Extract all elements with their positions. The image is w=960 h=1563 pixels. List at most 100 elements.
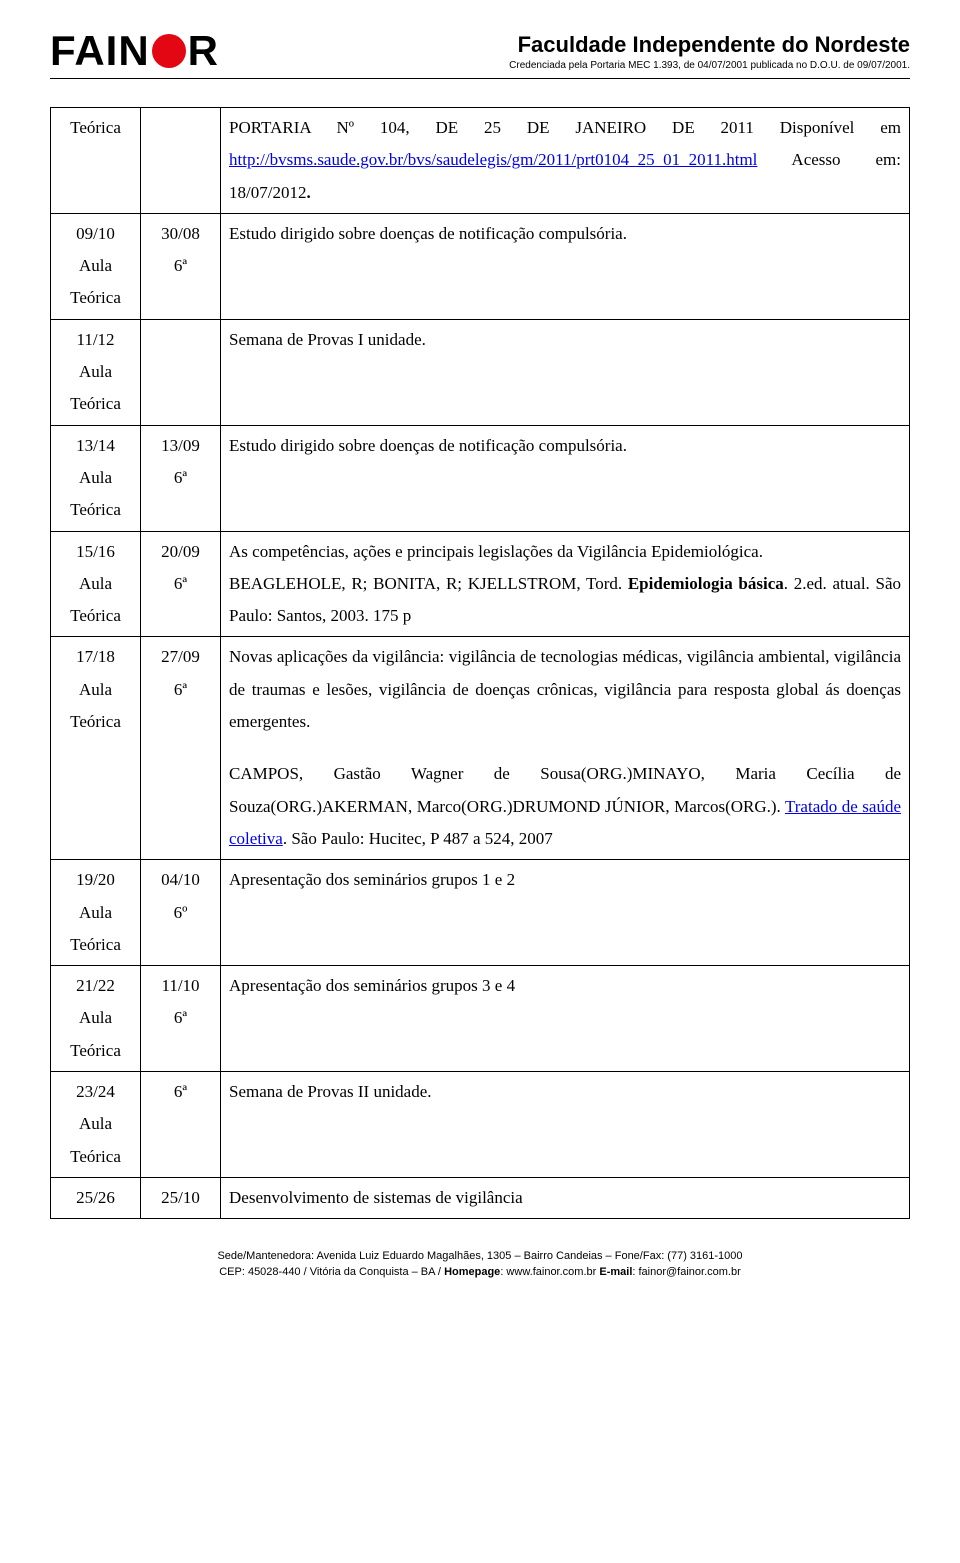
cell-session: Teórica xyxy=(51,108,141,214)
cell-date: 04/106º xyxy=(141,860,221,966)
table-row: 19/20AulaTeórica04/106ºApresentação dos … xyxy=(51,860,910,966)
content-text: PORTARIA Nº 104, DE 25 DE JANEIRO DE 201… xyxy=(229,118,901,137)
session-line: 25/26 xyxy=(59,1182,132,1214)
cell-date: 20/096ª xyxy=(141,531,221,637)
cell-session: 17/18AulaTeórica xyxy=(51,637,141,860)
session-line: 19/20 xyxy=(59,864,132,896)
session-line: Teórica xyxy=(59,494,132,526)
content-text: Semana de Provas II unidade. xyxy=(229,1082,432,1101)
footer-line-1: Sede/Mantenedora: Avenida Luiz Eduardo M… xyxy=(50,1249,910,1264)
session-line: 23/24 xyxy=(59,1076,132,1108)
content-text: Novas aplicações da vigilância: vigilânc… xyxy=(229,647,901,731)
footer-email-label: E-mail xyxy=(599,1266,632,1278)
footer-homepage: : www.fainor.com.br xyxy=(500,1266,599,1278)
date-line: 27/09 xyxy=(149,641,212,673)
cell-content: Apresentação dos seminários grupos 1 e 2 xyxy=(221,860,910,966)
session-line: Teórica xyxy=(59,112,132,144)
session-line: Aula xyxy=(59,356,132,388)
date-line: 30/08 xyxy=(149,218,212,250)
cell-session: 09/10AulaTeórica xyxy=(51,213,141,319)
cell-session: 19/20AulaTeórica xyxy=(51,860,141,966)
session-line: Aula xyxy=(59,568,132,600)
table-row: 11/12AulaTeórica Semana de Provas I unida… xyxy=(51,319,910,425)
date-line: 20/09 xyxy=(149,536,212,568)
header-right: Faculdade Independente do Nordeste Crede… xyxy=(509,32,910,71)
cell-date xyxy=(141,319,221,425)
cell-content: Desenvolvimento de sistemas de vigilânci… xyxy=(221,1177,910,1218)
date-line: 25/10 xyxy=(149,1182,212,1214)
institution-title: Faculdade Independente do Nordeste xyxy=(509,32,910,58)
date-line: 6º xyxy=(149,897,212,929)
cell-date: 13/096ª xyxy=(141,425,221,531)
cell-date: 27/096ª xyxy=(141,637,221,860)
table-row: 09/10AulaTeórica30/086ªEstudo dirigido s… xyxy=(51,213,910,319)
table-row: Teórica PORTARIA Nº 104, DE 25 DE JANEIRO… xyxy=(51,108,910,214)
date-line: 6ª xyxy=(149,250,212,282)
content-text: Epidemiologia básica xyxy=(628,574,784,593)
date-line: 6ª xyxy=(149,568,212,600)
session-line: Teórica xyxy=(59,1035,132,1067)
schedule-tbody: Teórica PORTARIA Nº 104, DE 25 DE JANEIRO… xyxy=(51,108,910,1219)
content-text: Desenvolvimento de sistemas de vigilânci… xyxy=(229,1188,523,1207)
cell-content: Semana de Provas II unidade. xyxy=(221,1072,910,1178)
cell-date: 6ª xyxy=(141,1072,221,1178)
table-row: 17/18AulaTeórica27/096ªNovas aplicações … xyxy=(51,637,910,860)
cell-date: 11/106ª xyxy=(141,966,221,1072)
date-line: 13/09 xyxy=(149,430,212,462)
page-footer: Sede/Mantenedora: Avenida Luiz Eduardo M… xyxy=(50,1249,910,1280)
logo: FAIN R xyxy=(50,30,219,72)
session-line: 11/12 xyxy=(59,324,132,356)
session-line: 17/18 xyxy=(59,641,132,673)
schedule-table: Teórica PORTARIA Nº 104, DE 25 DE JANEIRO… xyxy=(50,107,910,1219)
table-row: 23/24AulaTeórica6ª Semana de Provas II un… xyxy=(51,1072,910,1178)
cell-session: 23/24AulaTeórica xyxy=(51,1072,141,1178)
session-line: Aula xyxy=(59,250,132,282)
content-text: Apresentação dos seminários grupos 3 e 4 xyxy=(229,976,515,995)
session-line: Aula xyxy=(59,462,132,494)
content-text: Estudo dirigido sobre doenças de notific… xyxy=(229,224,627,243)
session-line: 13/14 xyxy=(59,430,132,462)
session-line: Teórica xyxy=(59,929,132,961)
footer-line-2: CEP: 45028-440 / Vitória da Conquista – … xyxy=(50,1265,910,1280)
logo-text-pre: FAIN xyxy=(50,30,150,72)
cell-date: 30/086ª xyxy=(141,213,221,319)
cell-content: Novas aplicações da vigilância: vigilânc… xyxy=(221,637,910,860)
cell-session: 21/22AulaTeórica xyxy=(51,966,141,1072)
cell-content: Apresentação dos seminários grupos 3 e 4 xyxy=(221,966,910,1072)
date-line: 11/10 xyxy=(149,970,212,1002)
content-text: Semana de Provas I unidade. xyxy=(229,330,426,349)
cell-content: Semana de Provas I unidade. xyxy=(221,319,910,425)
footer-email: : fainor@fainor.com.br xyxy=(632,1266,740,1278)
cell-session: 15/16AulaTeórica xyxy=(51,531,141,637)
date-line: 6ª xyxy=(149,462,212,494)
page-header: FAIN R Faculdade Independente do Nordest… xyxy=(50,30,910,79)
cell-date xyxy=(141,108,221,214)
footer-homepage-label: Homepage xyxy=(444,1266,500,1278)
cell-session: 25/26 xyxy=(51,1177,141,1218)
cell-session: 11/12AulaTeórica xyxy=(51,319,141,425)
session-line: Aula xyxy=(59,1002,132,1034)
session-line: Teórica xyxy=(59,706,132,738)
session-line: Teórica xyxy=(59,600,132,632)
content-text: Estudo dirigido sobre doenças de notific… xyxy=(229,436,627,455)
session-line: Teórica xyxy=(59,282,132,314)
date-line: 6ª xyxy=(149,674,212,706)
session-line: Teórica xyxy=(59,388,132,420)
cell-content: Estudo dirigido sobre doenças de notific… xyxy=(221,213,910,319)
logo-text-post: R xyxy=(188,30,219,72)
session-line: 09/10 xyxy=(59,218,132,250)
date-line: 6ª xyxy=(149,1002,212,1034)
session-line: 15/16 xyxy=(59,536,132,568)
table-row: 25/26 25/10 Desenvolvimento de sistemas de… xyxy=(51,1177,910,1218)
table-row: 13/14AulaTeórica13/096ªEstudo dirigido s… xyxy=(51,425,910,531)
session-line: 21/22 xyxy=(59,970,132,1002)
content-text: . xyxy=(306,183,310,202)
cell-content: As competências, ações e principais legi… xyxy=(221,531,910,637)
cell-date: 25/10 xyxy=(141,1177,221,1218)
content-link[interactable]: http://bvsms.saude.gov.br/bvs/saudelegis… xyxy=(229,150,757,169)
cell-content: Estudo dirigido sobre doenças de notific… xyxy=(221,425,910,531)
date-line: 04/10 xyxy=(149,864,212,896)
cell-session: 13/14AulaTeórica xyxy=(51,425,141,531)
institution-subtitle: Credenciada pela Portaria MEC 1.393, de … xyxy=(509,60,910,71)
content-text: . São Paulo: Hucitec, P 487 a 524, 2007 xyxy=(283,829,553,848)
